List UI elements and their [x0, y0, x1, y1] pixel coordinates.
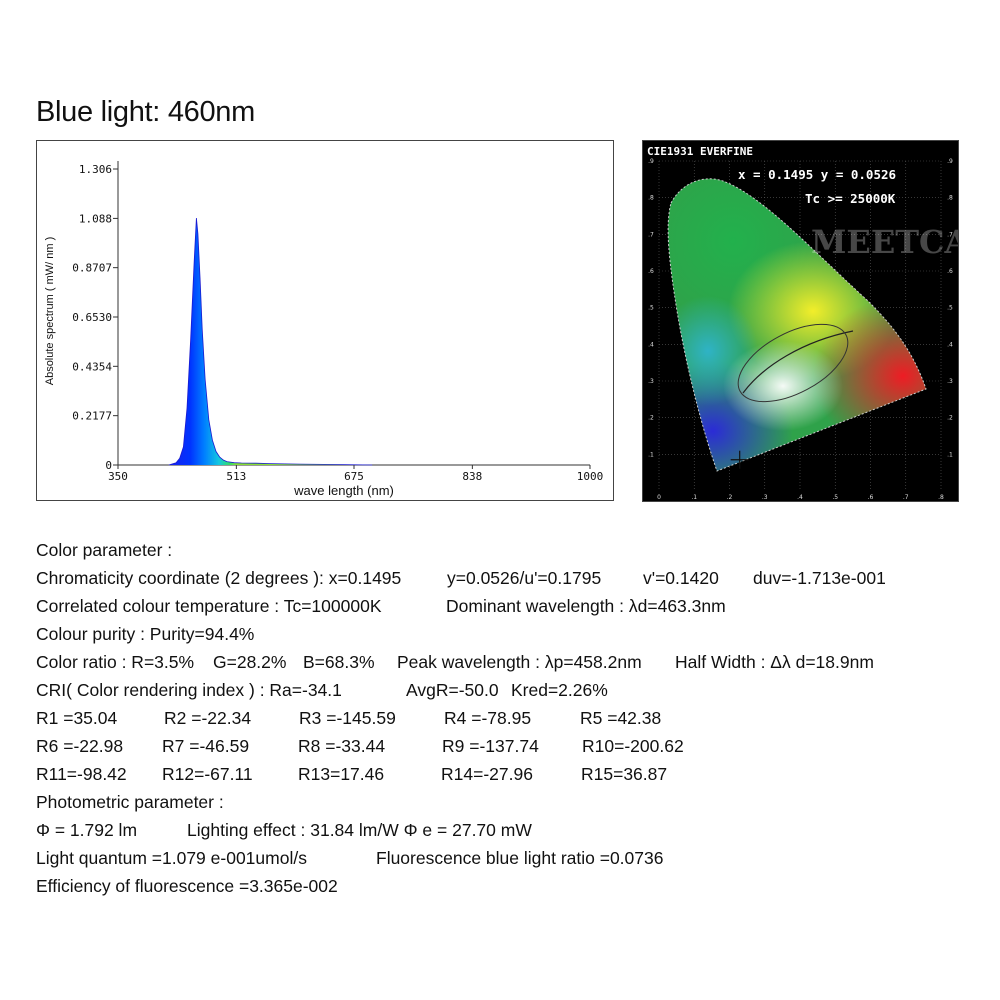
y-tick-label: 1.306	[79, 163, 112, 176]
cie-readout: x = 0.1495 y = 0.0526	[738, 167, 896, 182]
r-value: R10=-200.62	[582, 736, 684, 756]
peak-wavelength: Peak wavelength : λp=458.2nm	[397, 652, 642, 672]
cie-x-tick-label: .3	[762, 494, 768, 501]
y-tick-label: 1.088	[79, 212, 112, 225]
spectral-locus	[667, 178, 927, 472]
luminous-flux: Φ = 1.792 lm	[36, 820, 138, 840]
r-value: R1 =35.04	[36, 708, 118, 728]
cie-y-tick-label-right: .3	[947, 378, 953, 385]
chromaticity-v: v'=0.1420	[643, 568, 719, 588]
r-value: R11=-98.42	[36, 764, 127, 784]
chromaticity-y: y=0.0526/u'=0.1795	[447, 568, 602, 588]
x-axis-label: wave length (nm)	[293, 483, 394, 498]
r-value: R5 =42.38	[580, 708, 662, 728]
ratio-g: G=28.2%	[213, 652, 287, 672]
cie-y-tick-label: .4	[648, 341, 654, 348]
cie-y-tick-label: .3	[648, 378, 654, 385]
r-value: R15=36.87	[581, 764, 668, 784]
cie-y-tick-label-right: .9	[947, 158, 953, 165]
cie-y-tick-label-right: .2	[947, 415, 953, 422]
x-tick-label: 675	[344, 470, 364, 483]
cie-y-tick-label-right: .8	[947, 195, 953, 202]
y-tick-label: 0	[105, 459, 112, 472]
y-tick-label: 0.2177	[72, 410, 112, 423]
dominant-wavelength: Dominant wavelength : λd=463.3nm	[446, 596, 726, 616]
cie-x-tick-label: .1	[691, 494, 697, 501]
cie-y-tick-label-right: .6	[947, 268, 953, 275]
color-parameter-heading: Color parameter :	[36, 540, 173, 560]
r-value: R7 =-46.59	[162, 736, 250, 756]
chromaticity-x: Chromaticity coordinate (2 degrees ): x=…	[36, 568, 402, 588]
r-value: R9 =-137.74	[442, 736, 539, 756]
x-tick-label: 838	[462, 470, 482, 483]
cie-y-tick-label-right: .5	[947, 305, 953, 312]
r-value: R12=-67.11	[162, 764, 253, 784]
r-value: R2 =-22.34	[164, 708, 252, 728]
chromaticity-duv: duv=-1.713e-001	[753, 568, 886, 588]
efficiency-row: Efficiency of fluorescence =3.365e-002	[36, 876, 338, 896]
light-quantum: Light quantum =1.079 e-001umol/s	[36, 848, 307, 868]
x-tick-label: 513	[226, 470, 246, 483]
cie-y-tick-label: .6	[648, 268, 654, 275]
cie-y-tick-label: .8	[648, 195, 654, 202]
r-value: R8 =-33.44	[298, 736, 386, 756]
cie-y-tick-label: .2	[648, 415, 654, 422]
macadam-ellipse	[737, 323, 849, 403]
chromaticity-point	[730, 450, 749, 469]
lighting-effect: Lighting effect : 31.84 lm/W Φ e = 27.70…	[187, 820, 532, 840]
cie-watermark: MEETCARE	[811, 223, 958, 261]
cie-x-tick-label: 0	[657, 494, 661, 501]
ratio-r: Color ratio : R=3.5%	[36, 652, 195, 672]
spectrum-svg: 0 0.2177 0.4354 0.6530 0.8707 1.088 1.306 350 51…	[44, 161, 604, 498]
cie-x-tick-label: .5	[832, 494, 838, 501]
y-tick-label: 0.4354	[72, 360, 112, 373]
cie-y-tick-label: .9	[648, 158, 654, 165]
cie-x-tick-label: .6	[868, 494, 874, 501]
cie-x-tick-label: .7	[903, 494, 909, 501]
cri-kred: Kred=2.26%	[511, 680, 608, 700]
r-value: R3 =-145.59	[299, 708, 396, 728]
spectrum-chart: 0 0.2177 0.4354 0.6530 0.8707 1.088 1.306 350 51…	[36, 140, 614, 501]
cie-y-tick-label: .1	[648, 451, 654, 458]
cie-y-tick-label-right: .4	[947, 341, 953, 348]
page-title: Blue light: 460nm	[36, 96, 255, 128]
photometric-heading: Photometric parameter :	[36, 792, 224, 812]
cie-y-tick-label-right: .1	[947, 451, 953, 458]
blue-light-ratio: Fluorescence blue light ratio =0.0736	[376, 848, 664, 868]
cie-y-tick-label: .5	[648, 305, 654, 312]
x-tick-label: 1000	[577, 470, 604, 483]
cie-title: CIE1931 EVERFINE	[647, 145, 753, 158]
spectrum-area	[168, 218, 373, 465]
cie-y-tick-label: .7	[648, 231, 654, 238]
y-tick-label: 0.8707	[72, 262, 112, 275]
spectrum-line	[168, 217, 373, 466]
cie-x-tick-label: .8	[938, 494, 944, 501]
cie-tc: Tc >= 25000K	[805, 191, 896, 206]
r-value: R14=-27.96	[441, 764, 533, 784]
cie-gamut	[668, 178, 926, 471]
y-tick-label: 0.6530	[72, 311, 112, 324]
cct-value: Correlated colour temperature : Tc=10000…	[36, 596, 382, 616]
cri-ra: CRI( Color rendering index ) : Ra=-34.1	[36, 680, 342, 700]
r-value: R13=17.46	[298, 764, 385, 784]
r-value: R6 =-22.98	[36, 736, 124, 756]
x-tick-label: 350	[108, 470, 128, 483]
y-axis-label: Absolute spectrum ( mW/ nm )	[44, 237, 56, 386]
cie-y-tick-label-right: .7	[947, 231, 953, 238]
r-value: R4 =-78.95	[444, 708, 532, 728]
cie-diagram: 0 .1 .2 .3 .4 .5 .6 .7 .8 .1 .1 .2 .2 .3 .3 .4 .4 .5 .5 .6.…	[642, 140, 959, 502]
cie-x-tick-label: .4	[797, 494, 803, 501]
purity-row: Colour purity : Purity=94.4%	[36, 624, 255, 644]
planckian-locus	[742, 330, 854, 394]
cie-x-tick-label: .2	[727, 494, 733, 501]
half-width: Half Width : Δλ d=18.9nm	[675, 652, 874, 672]
ratio-b: B=68.3%	[303, 652, 375, 672]
cie-svg: 0 .1 .2 .3 .4 .5 .6 .7 .8 .1 .1 .2 .2 .3 .3 .4 .4 .5 .5 .6.…	[647, 145, 958, 501]
cri-avgr: AvgR=-50.0	[406, 680, 499, 700]
